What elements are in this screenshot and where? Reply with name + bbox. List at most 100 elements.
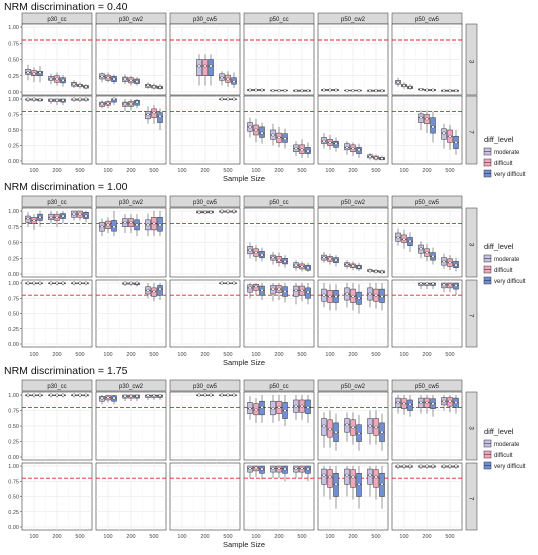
data-point bbox=[129, 281, 133, 285]
row-strip bbox=[465, 462, 478, 531]
data-point bbox=[61, 393, 65, 397]
data-point bbox=[260, 467, 264, 471]
y-tick-label: 0.00 bbox=[8, 90, 19, 96]
legend-entry: difficult bbox=[494, 453, 513, 459]
data-point bbox=[146, 394, 150, 398]
data-point bbox=[72, 82, 76, 86]
data-point bbox=[260, 88, 264, 92]
data-point bbox=[220, 393, 224, 397]
data-point bbox=[112, 396, 116, 400]
data-point bbox=[100, 102, 104, 106]
row-strip bbox=[465, 207, 478, 278]
facet-strip-label: p50_cw5 bbox=[415, 200, 440, 206]
data-point bbox=[368, 424, 372, 428]
data-point bbox=[454, 140, 458, 144]
data-point bbox=[300, 404, 304, 408]
data-point bbox=[220, 97, 224, 101]
data-point bbox=[306, 467, 310, 471]
data-point bbox=[448, 464, 452, 468]
data-point bbox=[306, 290, 310, 294]
data-point bbox=[402, 237, 406, 241]
data-point bbox=[220, 209, 224, 213]
data-point bbox=[38, 215, 42, 219]
data-point bbox=[38, 393, 42, 397]
data-point bbox=[442, 464, 446, 468]
legend-entry: very difficult bbox=[494, 464, 526, 470]
data-point bbox=[380, 270, 384, 274]
row-strip-label: 3 bbox=[468, 243, 475, 247]
data-point bbox=[84, 97, 88, 101]
x-tick-label: 200 bbox=[348, 534, 357, 540]
data-point bbox=[55, 98, 59, 102]
facet-strip-label: p50_cc bbox=[269, 384, 288, 390]
facet-strip bbox=[243, 379, 315, 392]
x-tick-label: 200 bbox=[52, 168, 61, 174]
x-tick-label: 100 bbox=[399, 534, 408, 540]
y-tick-label: 0.25 bbox=[8, 327, 19, 333]
x-tick-label: 100 bbox=[251, 534, 260, 540]
y-tick-label: 0.25 bbox=[8, 144, 19, 150]
box-moderate bbox=[196, 59, 202, 76]
data-point bbox=[328, 294, 332, 298]
data-point bbox=[277, 89, 281, 93]
y-tick-label: 0.00 bbox=[8, 272, 19, 278]
data-point bbox=[226, 77, 230, 81]
data-point bbox=[158, 223, 162, 227]
data-point bbox=[232, 97, 236, 101]
row-strip bbox=[465, 23, 478, 96]
data-point bbox=[334, 430, 338, 434]
x-tick-label: 500 bbox=[149, 168, 158, 174]
data-point bbox=[248, 286, 252, 290]
x-tick-label: 500 bbox=[371, 534, 380, 540]
data-point bbox=[402, 83, 406, 87]
y-tick-label: 0.00 bbox=[8, 342, 19, 348]
data-point bbox=[49, 215, 53, 219]
data-point bbox=[61, 214, 65, 218]
x-tick-label: 100 bbox=[103, 534, 112, 540]
data-point bbox=[254, 88, 258, 92]
data-point bbox=[322, 293, 326, 297]
data-point bbox=[84, 281, 88, 285]
data-point bbox=[357, 431, 361, 435]
data-point bbox=[112, 77, 116, 81]
data-point bbox=[254, 408, 258, 412]
box-very_difficult bbox=[208, 59, 214, 76]
data-point bbox=[419, 464, 423, 468]
x-tick-label: 500 bbox=[149, 352, 158, 358]
data-point bbox=[123, 77, 127, 81]
box-difficult bbox=[327, 469, 333, 488]
x-tick-label: 200 bbox=[274, 168, 283, 174]
data-point bbox=[26, 70, 30, 74]
data-point bbox=[112, 97, 116, 101]
y-tick-label: 0.00 bbox=[8, 525, 19, 531]
row-strip bbox=[465, 391, 478, 461]
data-point bbox=[454, 400, 458, 404]
x-tick-label: 200 bbox=[422, 168, 431, 174]
facet-strip-label: p50_cc bbox=[269, 200, 288, 206]
data-point bbox=[419, 116, 423, 120]
data-point bbox=[294, 263, 298, 267]
data-point bbox=[146, 83, 150, 87]
data-point bbox=[322, 473, 326, 477]
legend-entry: difficult bbox=[494, 268, 513, 274]
data-point bbox=[248, 248, 252, 252]
x-tick-label: 100 bbox=[399, 352, 408, 358]
data-point bbox=[277, 405, 281, 409]
legend-entry: very difficult bbox=[494, 279, 526, 285]
data-point bbox=[448, 399, 452, 403]
data-point bbox=[55, 281, 59, 285]
data-point bbox=[380, 482, 384, 486]
data-point bbox=[203, 64, 207, 68]
data-point bbox=[351, 475, 355, 479]
x-tick-label: 500 bbox=[75, 352, 84, 358]
data-point bbox=[294, 89, 298, 93]
x-tick-label: 100 bbox=[251, 168, 260, 174]
x-tick-label: 500 bbox=[149, 534, 158, 540]
data-point bbox=[72, 97, 76, 101]
data-point bbox=[431, 464, 435, 468]
data-point bbox=[129, 102, 133, 106]
x-axis-label: Sample Size bbox=[223, 174, 265, 183]
facet-strip-label: p50_cw2 bbox=[341, 384, 366, 390]
data-point bbox=[106, 76, 110, 80]
legend-entry: moderate bbox=[494, 257, 520, 263]
